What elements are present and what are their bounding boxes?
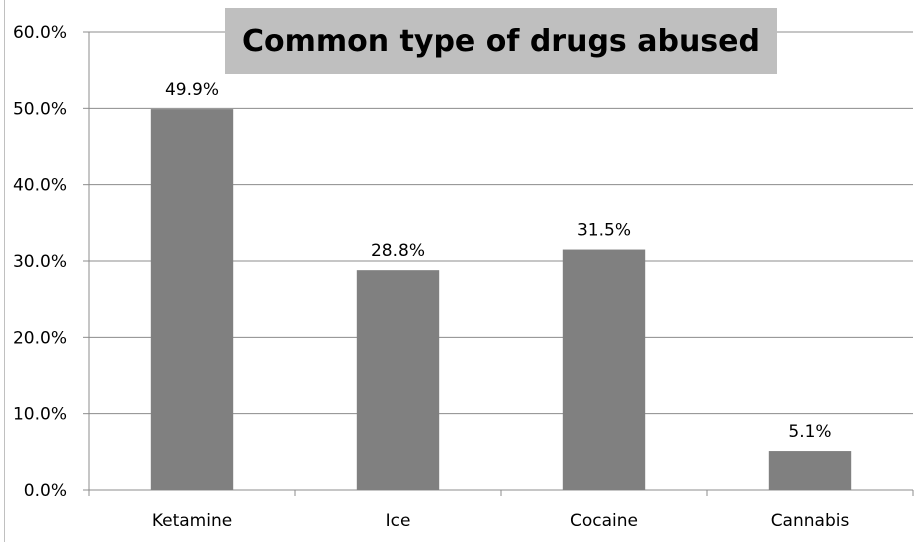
data-label: 5.1% <box>788 422 831 442</box>
bar-ketamine <box>150 109 234 490</box>
x-category-label: Ketamine <box>152 511 232 531</box>
data-label: 49.9% <box>165 80 219 100</box>
bar-ice <box>356 270 440 490</box>
x-category-label: Cannabis <box>771 511 850 531</box>
y-tick-label: 60.0% <box>13 23 67 43</box>
data-label: 28.8% <box>371 241 425 261</box>
y-tick-label: 20.0% <box>13 328 67 348</box>
bar-cocaine <box>562 249 646 490</box>
y-tick-label: 40.0% <box>13 176 67 196</box>
y-tick-label: 30.0% <box>13 252 67 272</box>
chart-frame-border <box>4 0 5 542</box>
y-tick-label: 0.0% <box>24 481 67 501</box>
bar-cannabis <box>768 451 852 490</box>
data-label: 31.5% <box>577 221 631 241</box>
chart-title-box: Common type of drugs abused <box>225 8 777 74</box>
x-category-label: Ice <box>386 511 411 531</box>
x-category-label: Cocaine <box>570 511 638 531</box>
y-tick-label: 50.0% <box>13 99 67 119</box>
y-tick-label: 10.0% <box>13 405 67 425</box>
chart-title: Common type of drugs abused <box>242 23 760 59</box>
